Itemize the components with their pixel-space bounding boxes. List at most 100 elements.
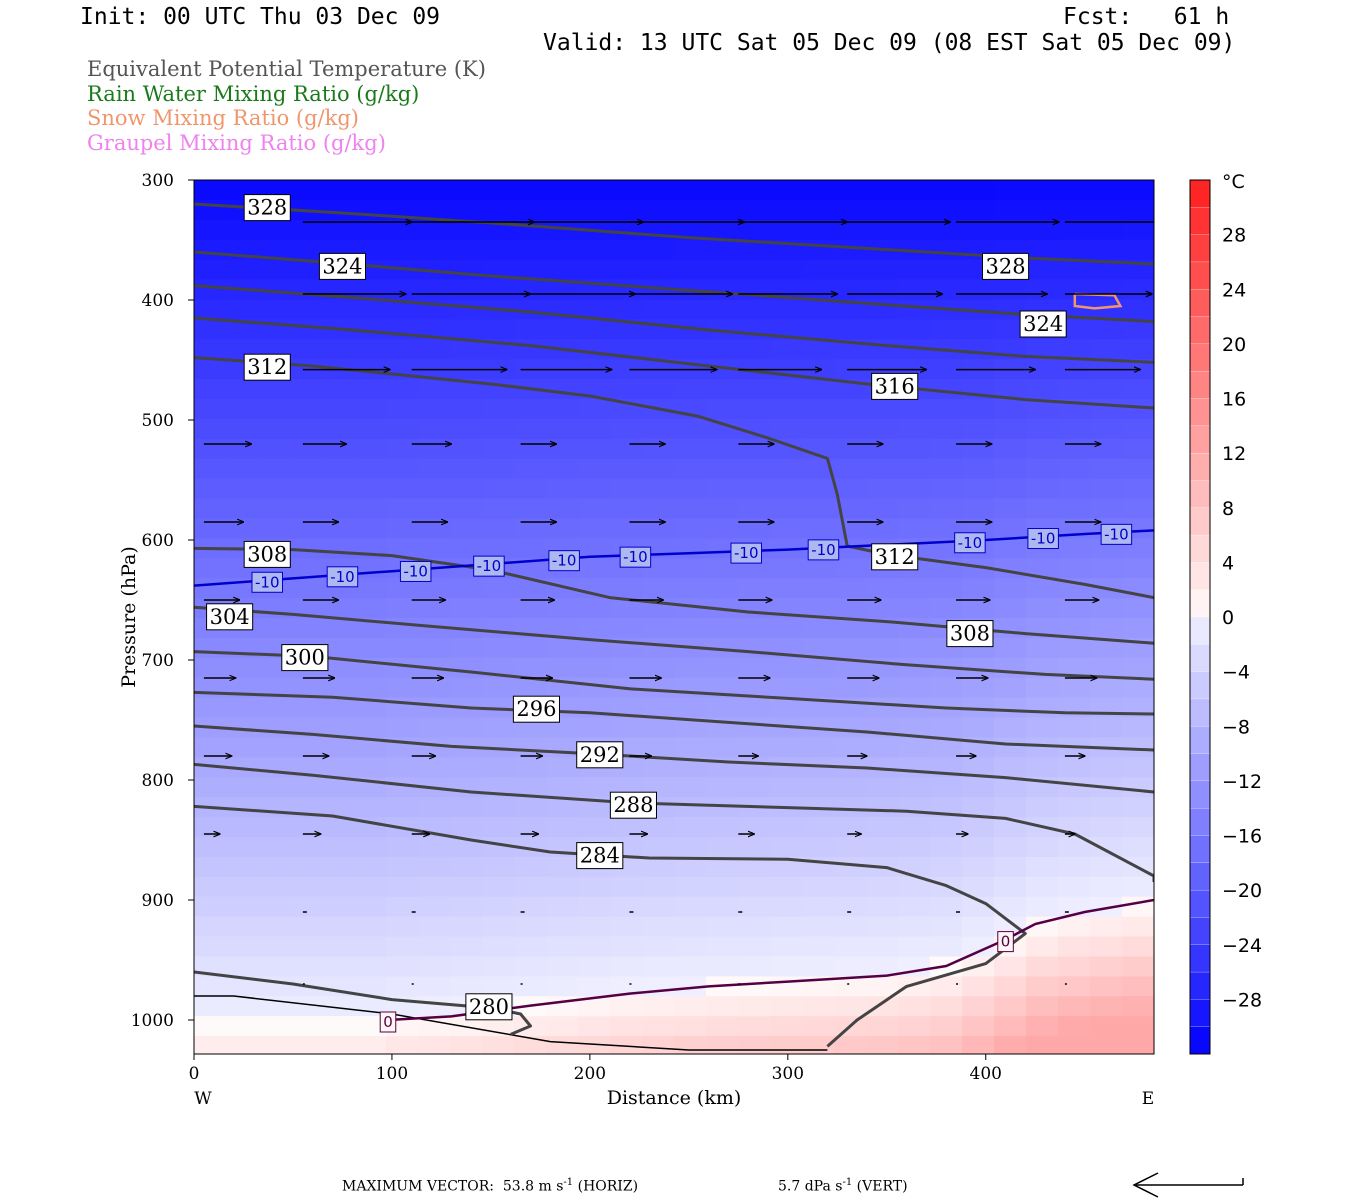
shade-cell — [994, 518, 1027, 540]
shade-cell — [770, 757, 803, 779]
shade-cell — [802, 697, 835, 719]
shade-cell — [546, 637, 579, 659]
shade-cell — [418, 837, 451, 858]
shade-cell — [226, 219, 259, 241]
shade-cell — [322, 956, 355, 978]
shade-cell — [546, 1016, 579, 1037]
shade-cell — [450, 797, 483, 818]
shade-cell — [738, 578, 771, 599]
shade-cell — [738, 180, 771, 201]
shade-cell — [290, 299, 323, 321]
shade-cell — [1090, 976, 1123, 998]
shade-cell — [738, 239, 771, 261]
shade-cell — [546, 219, 579, 241]
shade-cell — [258, 777, 291, 798]
shade-cell — [482, 936, 515, 958]
shade-cell — [962, 498, 995, 520]
shade-cell — [834, 618, 867, 639]
shade-cell — [482, 438, 515, 460]
shade-cell — [1026, 219, 1059, 241]
shade-cell — [898, 697, 931, 719]
shade-cell — [1026, 359, 1059, 380]
theta-e-label-300: 300 — [281, 644, 329, 672]
shade-cell — [322, 657, 355, 679]
shade-cell — [514, 538, 547, 560]
shade-cell — [226, 797, 259, 818]
shade-cell — [834, 677, 867, 699]
shade-cell — [866, 737, 899, 759]
shade-cell — [450, 219, 483, 241]
shade-cell — [514, 399, 547, 420]
shade-cell — [674, 817, 707, 838]
shade-cell — [706, 259, 739, 281]
theta-e-label-312-box — [871, 543, 919, 571]
theta-e-label-328: 328 — [243, 194, 291, 222]
shade-cell — [770, 219, 803, 241]
shade-cell — [418, 239, 451, 261]
shade-cell — [1058, 936, 1091, 958]
shade-cell — [514, 936, 547, 958]
shade-cell — [322, 777, 355, 798]
shade-cell — [738, 677, 771, 699]
shade-cell — [578, 1036, 611, 1054]
shade-cell — [194, 478, 227, 500]
shade-cell — [930, 199, 963, 221]
theta-e-292 — [194, 724, 1154, 794]
shade-cell — [738, 856, 771, 878]
shade-cell — [1122, 976, 1154, 998]
shade-cell — [290, 538, 323, 560]
shade-cell — [866, 697, 899, 719]
shade-cell — [290, 578, 323, 599]
shade-cell — [962, 180, 995, 201]
shade-cell — [866, 199, 899, 221]
shade-cell — [546, 896, 579, 918]
terrain-path — [194, 995, 828, 1051]
shade-cell — [930, 1016, 963, 1037]
shade-cell — [546, 418, 579, 440]
shade-cell — [1026, 458, 1059, 480]
shade-cell — [994, 219, 1027, 241]
colorbar-cell — [1189, 671, 1211, 700]
y-tick-label: 600 — [142, 531, 174, 551]
shade-cell — [1058, 498, 1091, 520]
shade-cell — [866, 498, 899, 520]
shade-cell — [546, 936, 579, 958]
shade-cell — [354, 856, 387, 878]
shade-cell — [258, 418, 291, 440]
shade-cell — [514, 876, 547, 898]
shade-cell — [194, 837, 227, 858]
shade-cell — [514, 199, 547, 221]
shade-cell — [674, 717, 707, 739]
shade-cell — [386, 279, 419, 301]
shade-cell — [290, 478, 323, 500]
shade-cell — [770, 379, 803, 400]
shade-cell — [1090, 418, 1123, 440]
shade-cell — [610, 598, 643, 619]
shade-cell — [354, 498, 387, 520]
shade-cell — [962, 558, 995, 579]
shade-cell — [1090, 478, 1123, 500]
shade-cell — [514, 956, 547, 978]
shade-cell — [546, 279, 579, 301]
shade-cell — [354, 319, 387, 341]
colorbar-cell — [1189, 207, 1211, 236]
shade-cell — [642, 1016, 675, 1037]
theta-e-label-316: 316 — [871, 372, 919, 400]
shade-cell — [194, 936, 227, 958]
shade-cell — [1122, 956, 1154, 978]
shade-cell — [738, 339, 771, 360]
x-tick-label: 400 — [970, 1064, 1002, 1084]
shade-cell — [898, 777, 931, 798]
shade-cell — [898, 817, 931, 838]
colorbar-cell — [1189, 425, 1211, 454]
shade-cell — [866, 458, 899, 480]
shade-cell — [1058, 697, 1091, 719]
shade-cell — [962, 279, 995, 301]
shade-cell — [834, 856, 867, 878]
shade-cell — [770, 677, 803, 699]
theta-e-label-328-text: 328 — [247, 196, 287, 220]
shade-cell — [802, 876, 835, 898]
shade-cell — [898, 438, 931, 460]
shade-cell — [866, 319, 899, 341]
